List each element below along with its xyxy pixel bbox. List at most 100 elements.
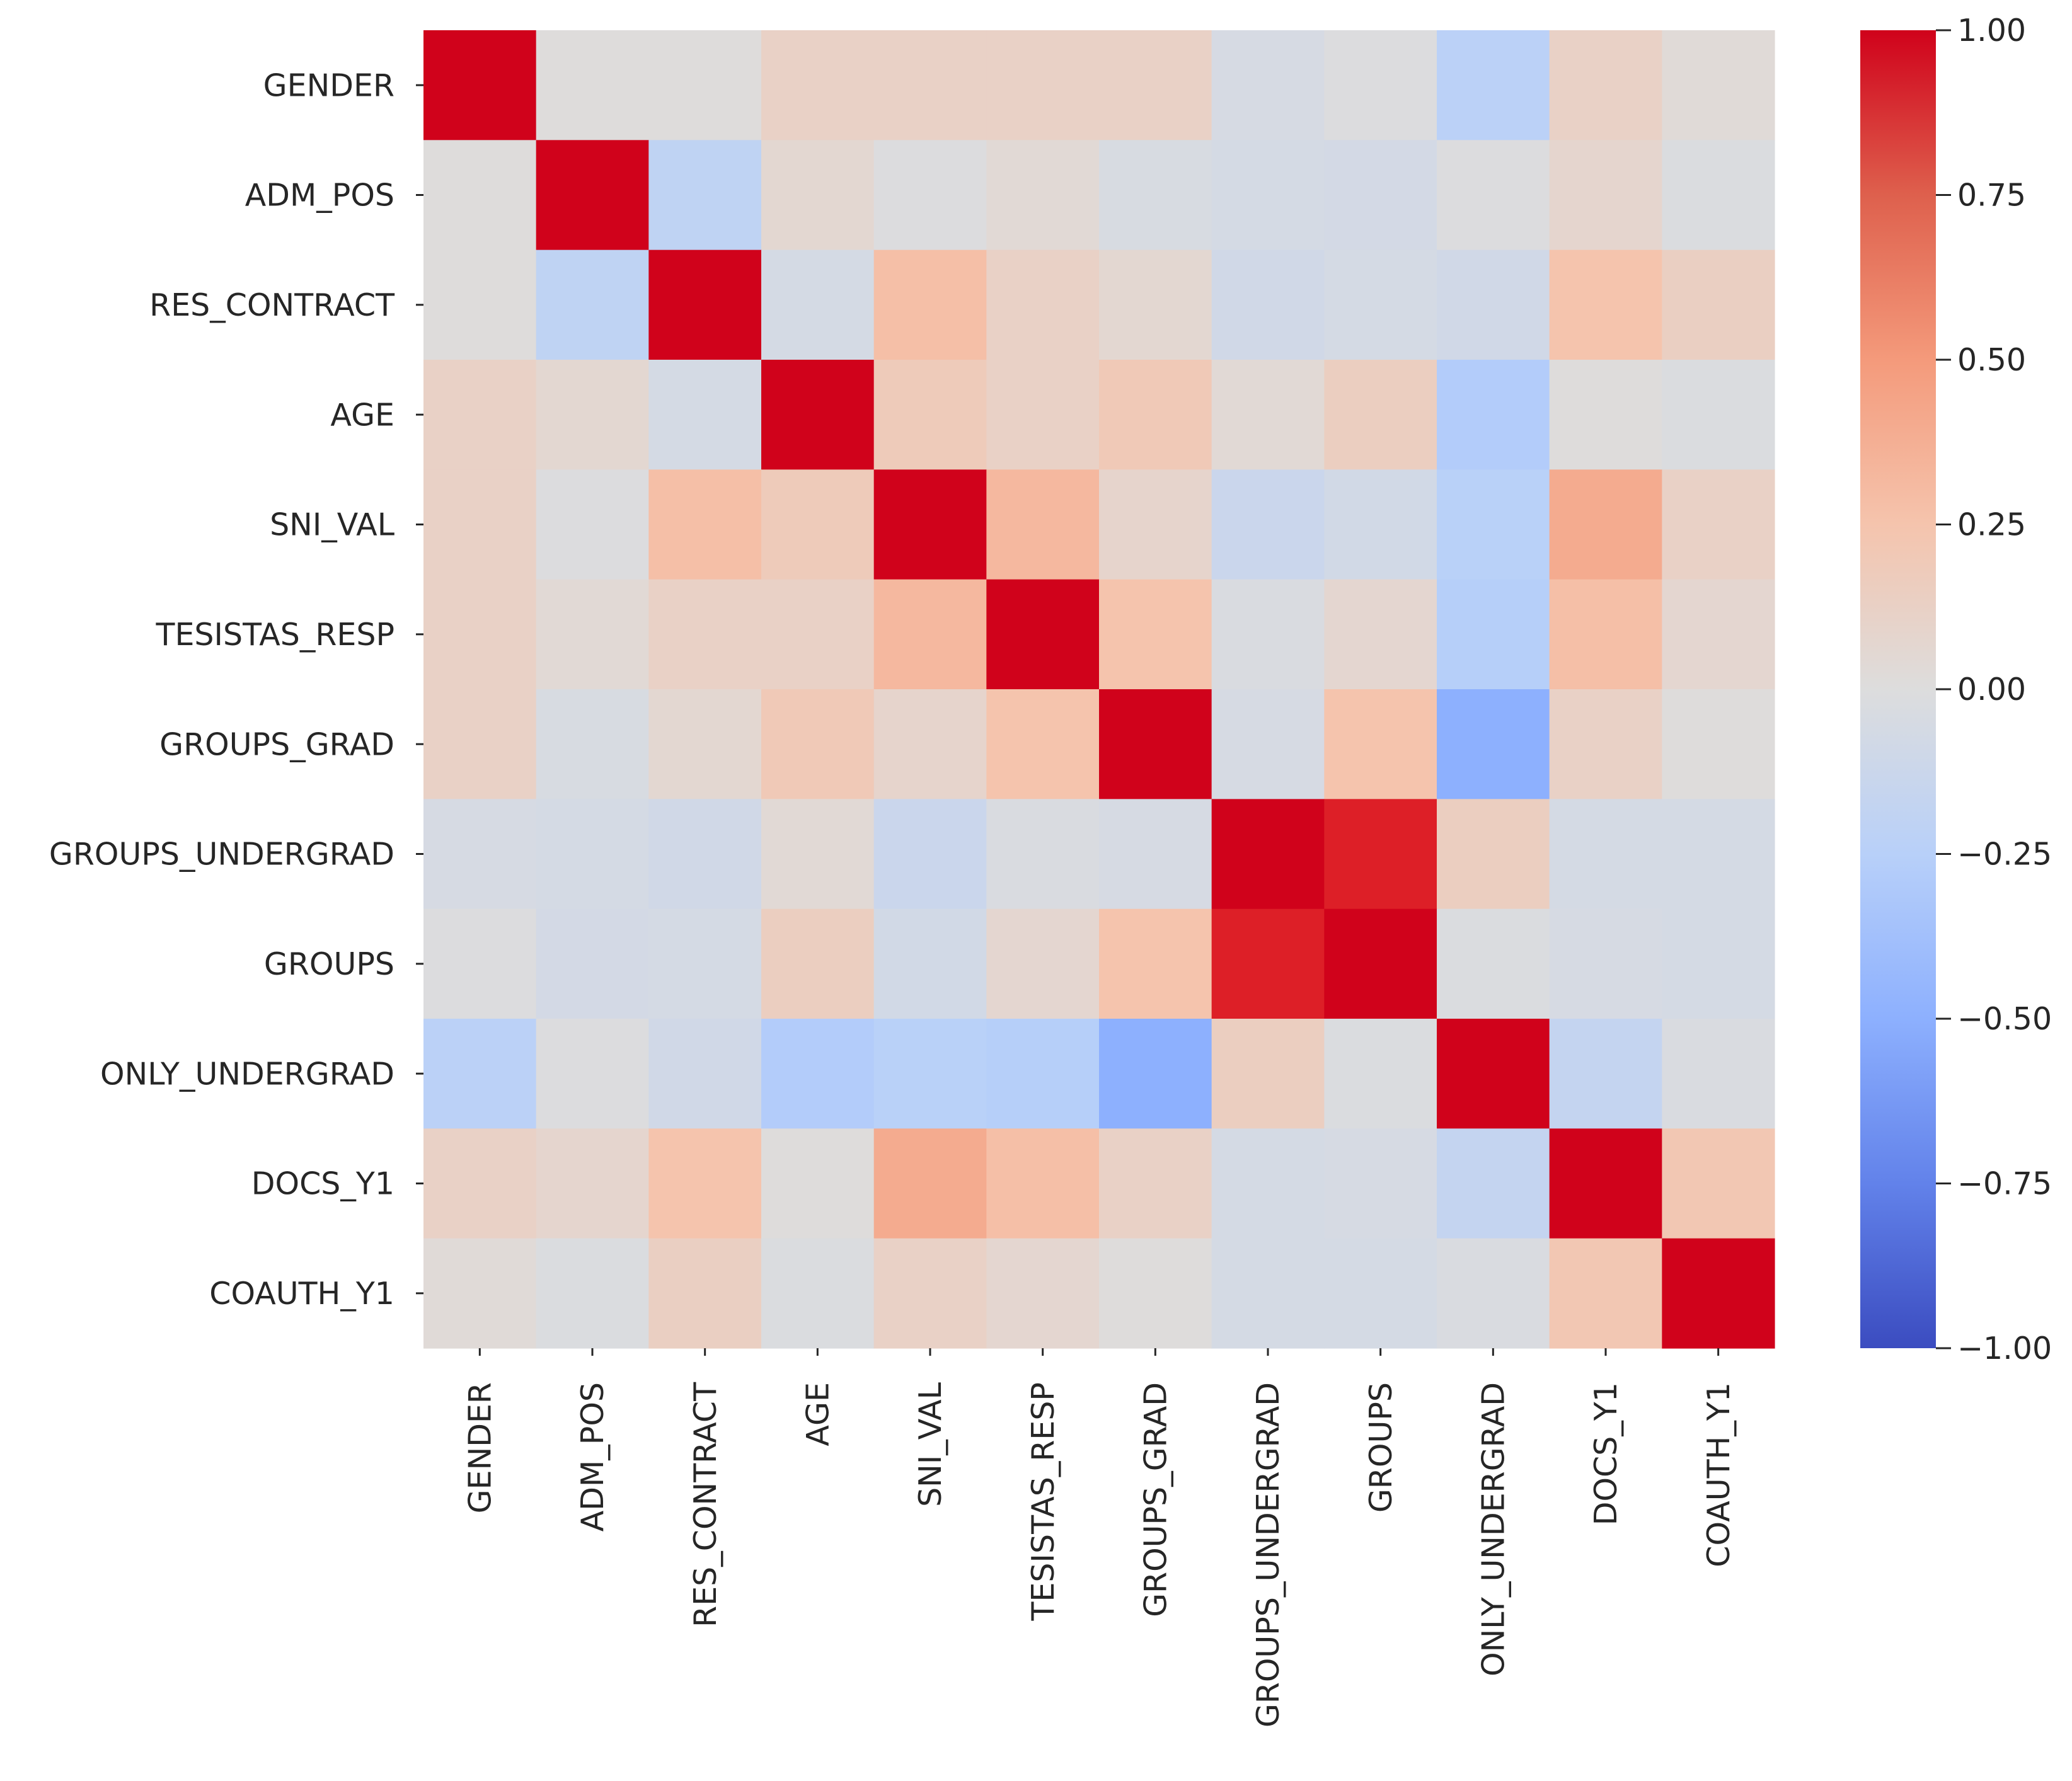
heatmap-cell-tesistas-resp-tesistas-resp (986, 579, 1100, 690)
row-label-coauth-y1: COAUTH_Y1 (209, 1276, 394, 1312)
heatmap-cell-docs-y1-groups-undergrad (1211, 1128, 1325, 1239)
colorbar-tick-label-7: −0.75 (1957, 1166, 2052, 1202)
row-label-adm-pos: ADM_POS (245, 178, 394, 214)
heatmap-cell-groups-undergrad-coauth-y1 (1662, 799, 1775, 910)
heatmap-cell-groups-undergrad-docs-y1 (1549, 799, 1662, 910)
heatmap-cell-coauth-y1-sni-val (873, 1238, 987, 1349)
row-label-tesistas-resp: TESISTAS_RESP (156, 617, 394, 653)
colorbar-tick-label-8: −1.00 (1957, 1331, 2052, 1366)
column-label-only-undergrad: ONLY_UNDERGRAD (1475, 1382, 1511, 1676)
colorbar-tick-label-0: 1.00 (1957, 13, 2026, 49)
heatmap-cell-sni-val-sni-val (873, 469, 987, 580)
heatmap-cell-tesistas-resp-groups-undergrad (1211, 579, 1325, 690)
heatmap-cell-res-contract-adm-pos (536, 249, 649, 360)
heatmap-cell-tesistas-resp-adm-pos (536, 579, 649, 690)
heatmap-cell-groups-grad-only-undergrad (1437, 689, 1550, 799)
heatmap-cell-age-gender (423, 360, 537, 470)
heatmap-cell-groups-undergrad-res-contract (648, 799, 762, 910)
heatmap-cell-only-undergrad-sni-val (873, 1019, 987, 1129)
heatmap-cell-res-contract-tesistas-resp (986, 249, 1100, 360)
row-label-res-contract: RES_CONTRACT (149, 287, 395, 323)
column-label-groups-grad: GROUPS_GRAD (1137, 1382, 1173, 1617)
heatmap-cell-adm-pos-sni-val (873, 140, 987, 251)
heatmap-cell-sni-val-groups (1324, 469, 1437, 580)
row-label-age: AGE (330, 397, 394, 433)
heatmap-cell-tesistas-resp-groups (1324, 579, 1437, 690)
heatmap-cell-docs-y1-adm-pos (536, 1128, 649, 1239)
heatmap-cell-res-contract-sni-val (873, 249, 987, 360)
heatmap-cell-age-groups-undergrad (1211, 360, 1325, 470)
heatmap-cell-gender-tesistas-resp (986, 30, 1100, 140)
heatmap-cell-only-undergrad-age (761, 1019, 875, 1129)
heatmap-cell-docs-y1-groups-grad (1099, 1128, 1212, 1239)
heatmap-cell-groups-undergrad-age (761, 799, 875, 910)
heatmap-cell-adm-pos-coauth-y1 (1662, 140, 1775, 251)
heatmap-cell-groups-undergrad-groups-undergrad (1211, 799, 1325, 910)
heatmap-cell-docs-y1-sni-val (873, 1128, 987, 1239)
heatmap-cell-adm-pos-groups-undergrad (1211, 140, 1325, 251)
heatmap-cell-coauth-y1-groups (1324, 1238, 1437, 1349)
colorbar-gradient (1860, 30, 1936, 1348)
heatmap-cell-res-contract-gender (423, 249, 537, 360)
heatmap-cell-only-undergrad-coauth-y1 (1662, 1019, 1775, 1129)
heatmap-cell-docs-y1-res-contract (648, 1128, 762, 1239)
row-label-docs-y1: DOCS_Y1 (251, 1166, 394, 1202)
heatmap-cell-age-tesistas-resp (986, 360, 1100, 470)
heatmap-cell-age-only-undergrad (1437, 360, 1550, 470)
heatmap-cell-groups-grad-groups-grad (1099, 689, 1212, 799)
heatmap-cell-gender-sni-val (873, 30, 987, 140)
heatmap-cell-gender-age (761, 30, 875, 140)
heatmap-cell-docs-y1-age (761, 1128, 875, 1239)
heatmap-cell-tesistas-resp-res-contract (648, 579, 762, 690)
heatmap-cell-coauth-y1-docs-y1 (1549, 1238, 1662, 1349)
heatmap-cell-sni-val-coauth-y1 (1662, 469, 1775, 580)
heatmap-cell-tesistas-resp-groups-grad (1099, 579, 1212, 690)
row-label-only-undergrad: ONLY_UNDERGRAD (100, 1056, 394, 1092)
heatmap-cell-groups-groups-undergrad (1211, 908, 1325, 1019)
row-label-gender: GENDER (263, 67, 394, 103)
heatmap-cell-age-adm-pos (536, 360, 649, 470)
column-label-groups: GROUPS (1363, 1382, 1399, 1513)
heatmap-cell-coauth-y1-res-contract (648, 1238, 762, 1349)
heatmap-cell-only-undergrad-groups (1324, 1019, 1437, 1129)
heatmap-cell-groups-only-undergrad (1437, 908, 1550, 1019)
heatmap-cell-groups-docs-y1 (1549, 908, 1662, 1019)
heatmap-cell-sni-val-docs-y1 (1549, 469, 1662, 580)
column-label-gender: GENDER (462, 1382, 498, 1513)
heatmap-cell-groups-undergrad-adm-pos (536, 799, 649, 910)
heatmap-cell-adm-pos-tesistas-resp (986, 140, 1100, 251)
heatmap-cell-groups-grad-age (761, 689, 875, 799)
heatmap-cell-sni-val-res-contract (648, 469, 762, 580)
heatmap-cell-res-contract-groups-grad (1099, 249, 1212, 360)
heatmap-cell-groups-sni-val (873, 908, 987, 1019)
colorbar-tick-label-4: 0.00 (1957, 672, 2026, 707)
colorbar: 1.00 0.75 0.50 0.25 0.00 −0.25 −0.50 −0.75 −1.00 (1860, 13, 2052, 1366)
row-label-groups-undergrad: GROUPS_UNDERGRAD (49, 837, 394, 873)
column-label-coauth-y1: COAUTH_Y1 (1701, 1382, 1737, 1567)
heatmap-cell-tesistas-resp-gender (423, 579, 537, 690)
heatmap-cell-coauth-y1-gender (423, 1238, 537, 1349)
heatmap-cell-res-contract-only-undergrad (1437, 249, 1550, 360)
heatmap-cell-gender-groups-undergrad (1211, 30, 1325, 140)
heatmap-cell-gender-coauth-y1 (1662, 30, 1775, 140)
heatmap-cell-tesistas-resp-sni-val (873, 579, 987, 690)
heatmap-cell-sni-val-adm-pos (536, 469, 649, 580)
heatmap-cell-coauth-y1-groups-grad (1099, 1238, 1212, 1349)
heatmap-cell-age-age (761, 360, 875, 470)
heatmap-cell-docs-y1-only-undergrad (1437, 1128, 1550, 1239)
heatmap-cell-groups-age (761, 908, 875, 1019)
colorbar-tick-label-3: 0.25 (1957, 507, 2026, 543)
heatmap-cell-docs-y1-groups (1324, 1128, 1437, 1239)
heatmap-cell-groups-res-contract (648, 908, 762, 1019)
heatmap-cell-only-undergrad-groups-undergrad (1211, 1019, 1325, 1129)
heatmap-cell-tesistas-resp-age (761, 579, 875, 690)
colorbar-tick-label-2: 0.50 (1957, 342, 2026, 378)
heatmap-cell-coauth-y1-tesistas-resp (986, 1238, 1100, 1349)
heatmap-cell-docs-y1-docs-y1 (1549, 1128, 1662, 1239)
heatmap-cell-coauth-y1-only-undergrad (1437, 1238, 1550, 1349)
heatmap-cell-docs-y1-gender (423, 1128, 537, 1239)
heatmap-cell-only-undergrad-gender (423, 1019, 537, 1129)
heatmap-cell-groups-undergrad-sni-val (873, 799, 987, 910)
heatmap-cell-sni-val-gender (423, 469, 537, 580)
